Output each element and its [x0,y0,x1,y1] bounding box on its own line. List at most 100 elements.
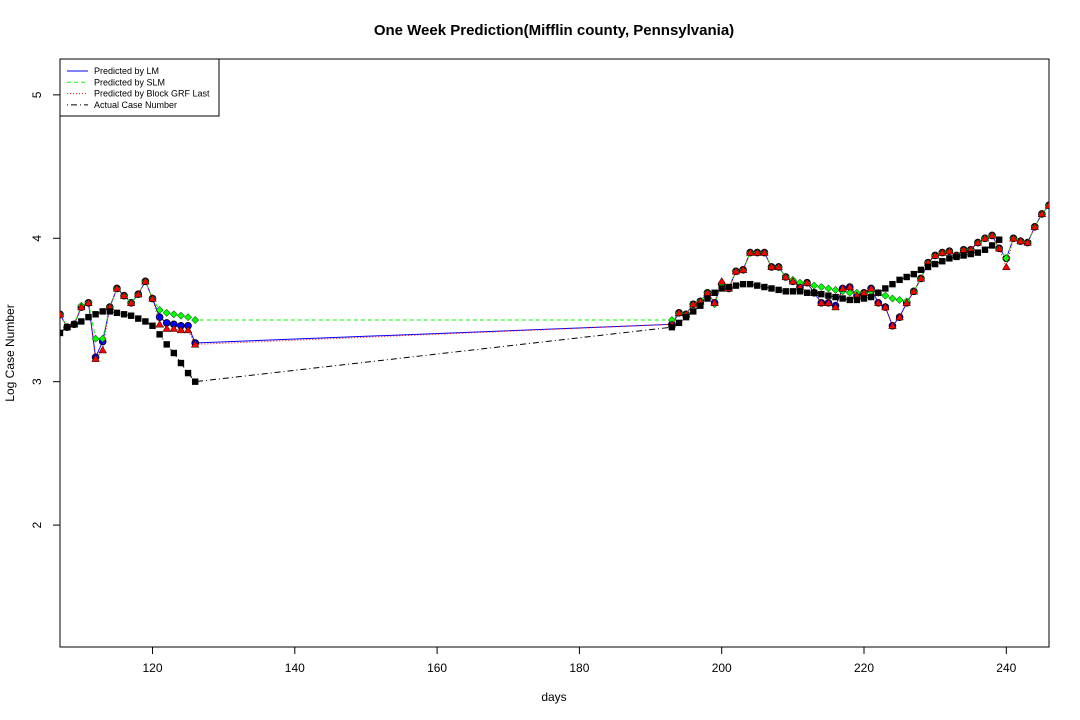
triangle-marker [1023,238,1032,246]
triangle-marker [845,282,855,291]
x-tick-label: 120 [142,661,162,675]
square-marker [832,293,839,301]
square-marker [939,258,946,265]
triangle-marker [1016,236,1025,245]
square-marker [789,288,797,295]
square-marker [60,329,64,337]
triangle-marker [155,320,164,328]
triangle-marker [802,278,812,286]
triangle-marker [1044,200,1049,209]
triangle-marker [91,354,100,362]
x-axis: 120 140 160 180 200 220 240 [142,647,1017,675]
diamond-marker [824,284,833,293]
square-marker [889,280,896,288]
diamond-marker [888,294,897,303]
square-marker [120,311,128,318]
triangle-marker [824,298,833,306]
triangle-marker [60,309,65,318]
triangle-marker [774,262,783,271]
diamond-marker [881,291,890,300]
square-marker [882,285,889,292]
square-marker [803,289,811,296]
square-marker [113,309,121,317]
triangle-marker [1037,209,1047,217]
triangle-marker [831,302,840,311]
square-marker [99,308,106,315]
x-tick-label: 180 [569,661,589,675]
square-marker [191,378,199,385]
diamond-marker [177,311,185,320]
square-marker [63,323,71,331]
square-marker [839,295,846,302]
triangle-marker [1002,262,1011,271]
diamond-marker [831,285,840,294]
triangle-marker [788,276,798,285]
legend-entry: Predicted by Block GRF Last [94,89,210,99]
y-tick-label: 5 [30,91,44,98]
triangle-marker [141,276,150,285]
diamond-marker [1002,254,1011,263]
square-marker [768,285,775,292]
diamond-marker [155,306,164,314]
square-marker [967,250,974,258]
triangle-marker [994,244,1004,252]
square-marker [988,242,996,249]
series-predicted-by-lm [60,201,1049,362]
square-marker [875,289,882,296]
triangle-marker [745,248,755,256]
square-marker [682,313,690,321]
square-marker [910,270,918,278]
legend-entry: Actual Case Number [94,100,177,110]
triangle-marker [938,248,947,256]
square-marker [867,293,875,301]
triangle-marker [77,302,86,311]
square-marker [85,313,92,321]
square-marker [796,288,804,295]
triangle-marker [767,262,776,271]
triangle-marker [781,272,790,281]
square-marker [725,283,733,291]
triangle-marker [717,276,726,285]
square-marker [156,331,163,338]
triangle-marker [1009,233,1018,242]
square-marker [995,236,1003,243]
square-marker [746,280,754,288]
legend-box [59,58,220,117]
square-marker [675,319,683,327]
square-marker [184,369,192,377]
square-marker [974,249,982,256]
diamond-marker [817,283,826,291]
square-marker [78,318,85,325]
diamond-marker [191,316,200,324]
square-marker [946,255,953,262]
triangle-marker [973,238,983,246]
square-marker [149,322,156,329]
square-marker [917,266,925,274]
square-marker [739,280,747,288]
triangle-marker [183,325,193,334]
square-marker [718,285,725,292]
triangle-marker [134,289,143,298]
square-marker [853,296,861,304]
square-marker [668,323,676,331]
legend-entry: Predicted by LM [94,66,159,76]
square-marker [170,349,178,357]
triangle-marker [902,298,911,306]
square-marker [106,308,114,315]
square-marker [704,295,711,302]
diamond-marker [895,295,904,304]
triangle-marker [190,340,200,348]
diamond-marker [184,313,193,322]
series-predicted-by-slm [60,201,1049,343]
square-marker [953,253,960,261]
square-marker [732,282,740,289]
series-predicted-by-block-grf-last [60,200,1049,362]
diamond-marker [845,288,854,297]
square-marker [825,292,832,299]
triangle-marker [753,248,762,256]
square-marker [754,282,761,289]
square-marker [135,315,142,322]
triangle-marker [119,291,129,299]
triangle-marker [916,274,926,282]
legend-entry: Predicted by SLM [94,77,165,87]
